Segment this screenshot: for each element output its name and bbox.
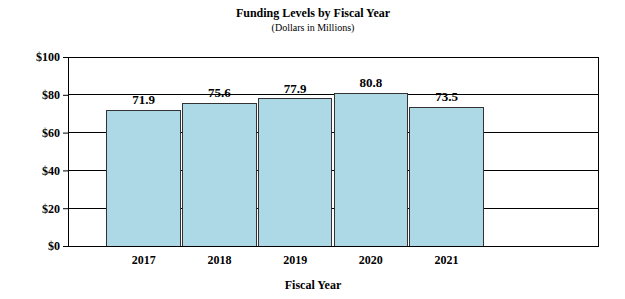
x-axis-line <box>106 246 485 247</box>
plot-frame <box>68 57 598 246</box>
y-tick: $60 <box>42 126 68 140</box>
data-label: 71.9 <box>132 92 155 107</box>
y-tick: $0 <box>48 239 68 253</box>
bar <box>410 107 483 246</box>
y-tick: $80 <box>42 88 68 102</box>
x-axis: 2017 2018 2019 2020 2021 <box>106 247 485 267</box>
x-tick-label: 2019 <box>283 253 307 267</box>
y-tick-label: $20 <box>42 202 60 216</box>
x-axis-title: Fiscal Year <box>285 278 342 292</box>
subtitle: (Dollars in Millions) <box>272 22 355 34</box>
chart: Funding Levels by Fiscal Year (Dollars in… <box>0 0 625 299</box>
data-label: 80.8 <box>359 75 382 90</box>
y-axis: $0 $20 $40 $60 $80 $100 <box>36 50 69 253</box>
y-tick-mark <box>63 246 68 247</box>
y-tick-mark <box>63 57 68 58</box>
bar <box>183 103 256 246</box>
x-tick: 2020 <box>359 253 383 267</box>
x-tick: 2019 <box>283 253 307 267</box>
y-tick-label: $80 <box>42 88 60 102</box>
data-label: 73.5 <box>435 89 458 104</box>
title: Funding Levels by Fiscal Year <box>236 6 391 20</box>
y-tick-mark <box>63 208 68 209</box>
x-tick: 2021 <box>435 253 459 267</box>
y-tick-label: $100 <box>36 50 60 64</box>
y-tick-mark <box>63 170 68 171</box>
x-tick: 2018 <box>207 253 231 267</box>
x-tick-label: 2020 <box>359 253 383 267</box>
bar <box>334 93 407 246</box>
bar <box>107 110 180 246</box>
y-tick-mark <box>63 133 68 134</box>
data-labels: 71.9 75.6 77.9 80.8 73.5 <box>132 75 458 107</box>
data-label: 77.9 <box>284 81 307 96</box>
y-tick: $40 <box>42 164 68 178</box>
x-tick: 2017 <box>132 253 156 267</box>
x-tick-label: 2018 <box>207 253 231 267</box>
y-axis-line <box>68 58 69 247</box>
y-tick: $100 <box>36 50 68 64</box>
y-tick-label: $40 <box>42 164 60 178</box>
x-tick-label: 2021 <box>435 253 459 267</box>
y-tick: $20 <box>42 202 68 216</box>
y-tick-mark <box>63 95 68 96</box>
x-tick-label: 2017 <box>132 253 156 267</box>
grid <box>68 57 598 246</box>
bar <box>258 99 331 246</box>
bars <box>107 93 483 246</box>
data-label: 75.6 <box>208 85 231 100</box>
y-tick-label: $0 <box>48 239 60 253</box>
y-tick-label: $60 <box>42 126 60 140</box>
